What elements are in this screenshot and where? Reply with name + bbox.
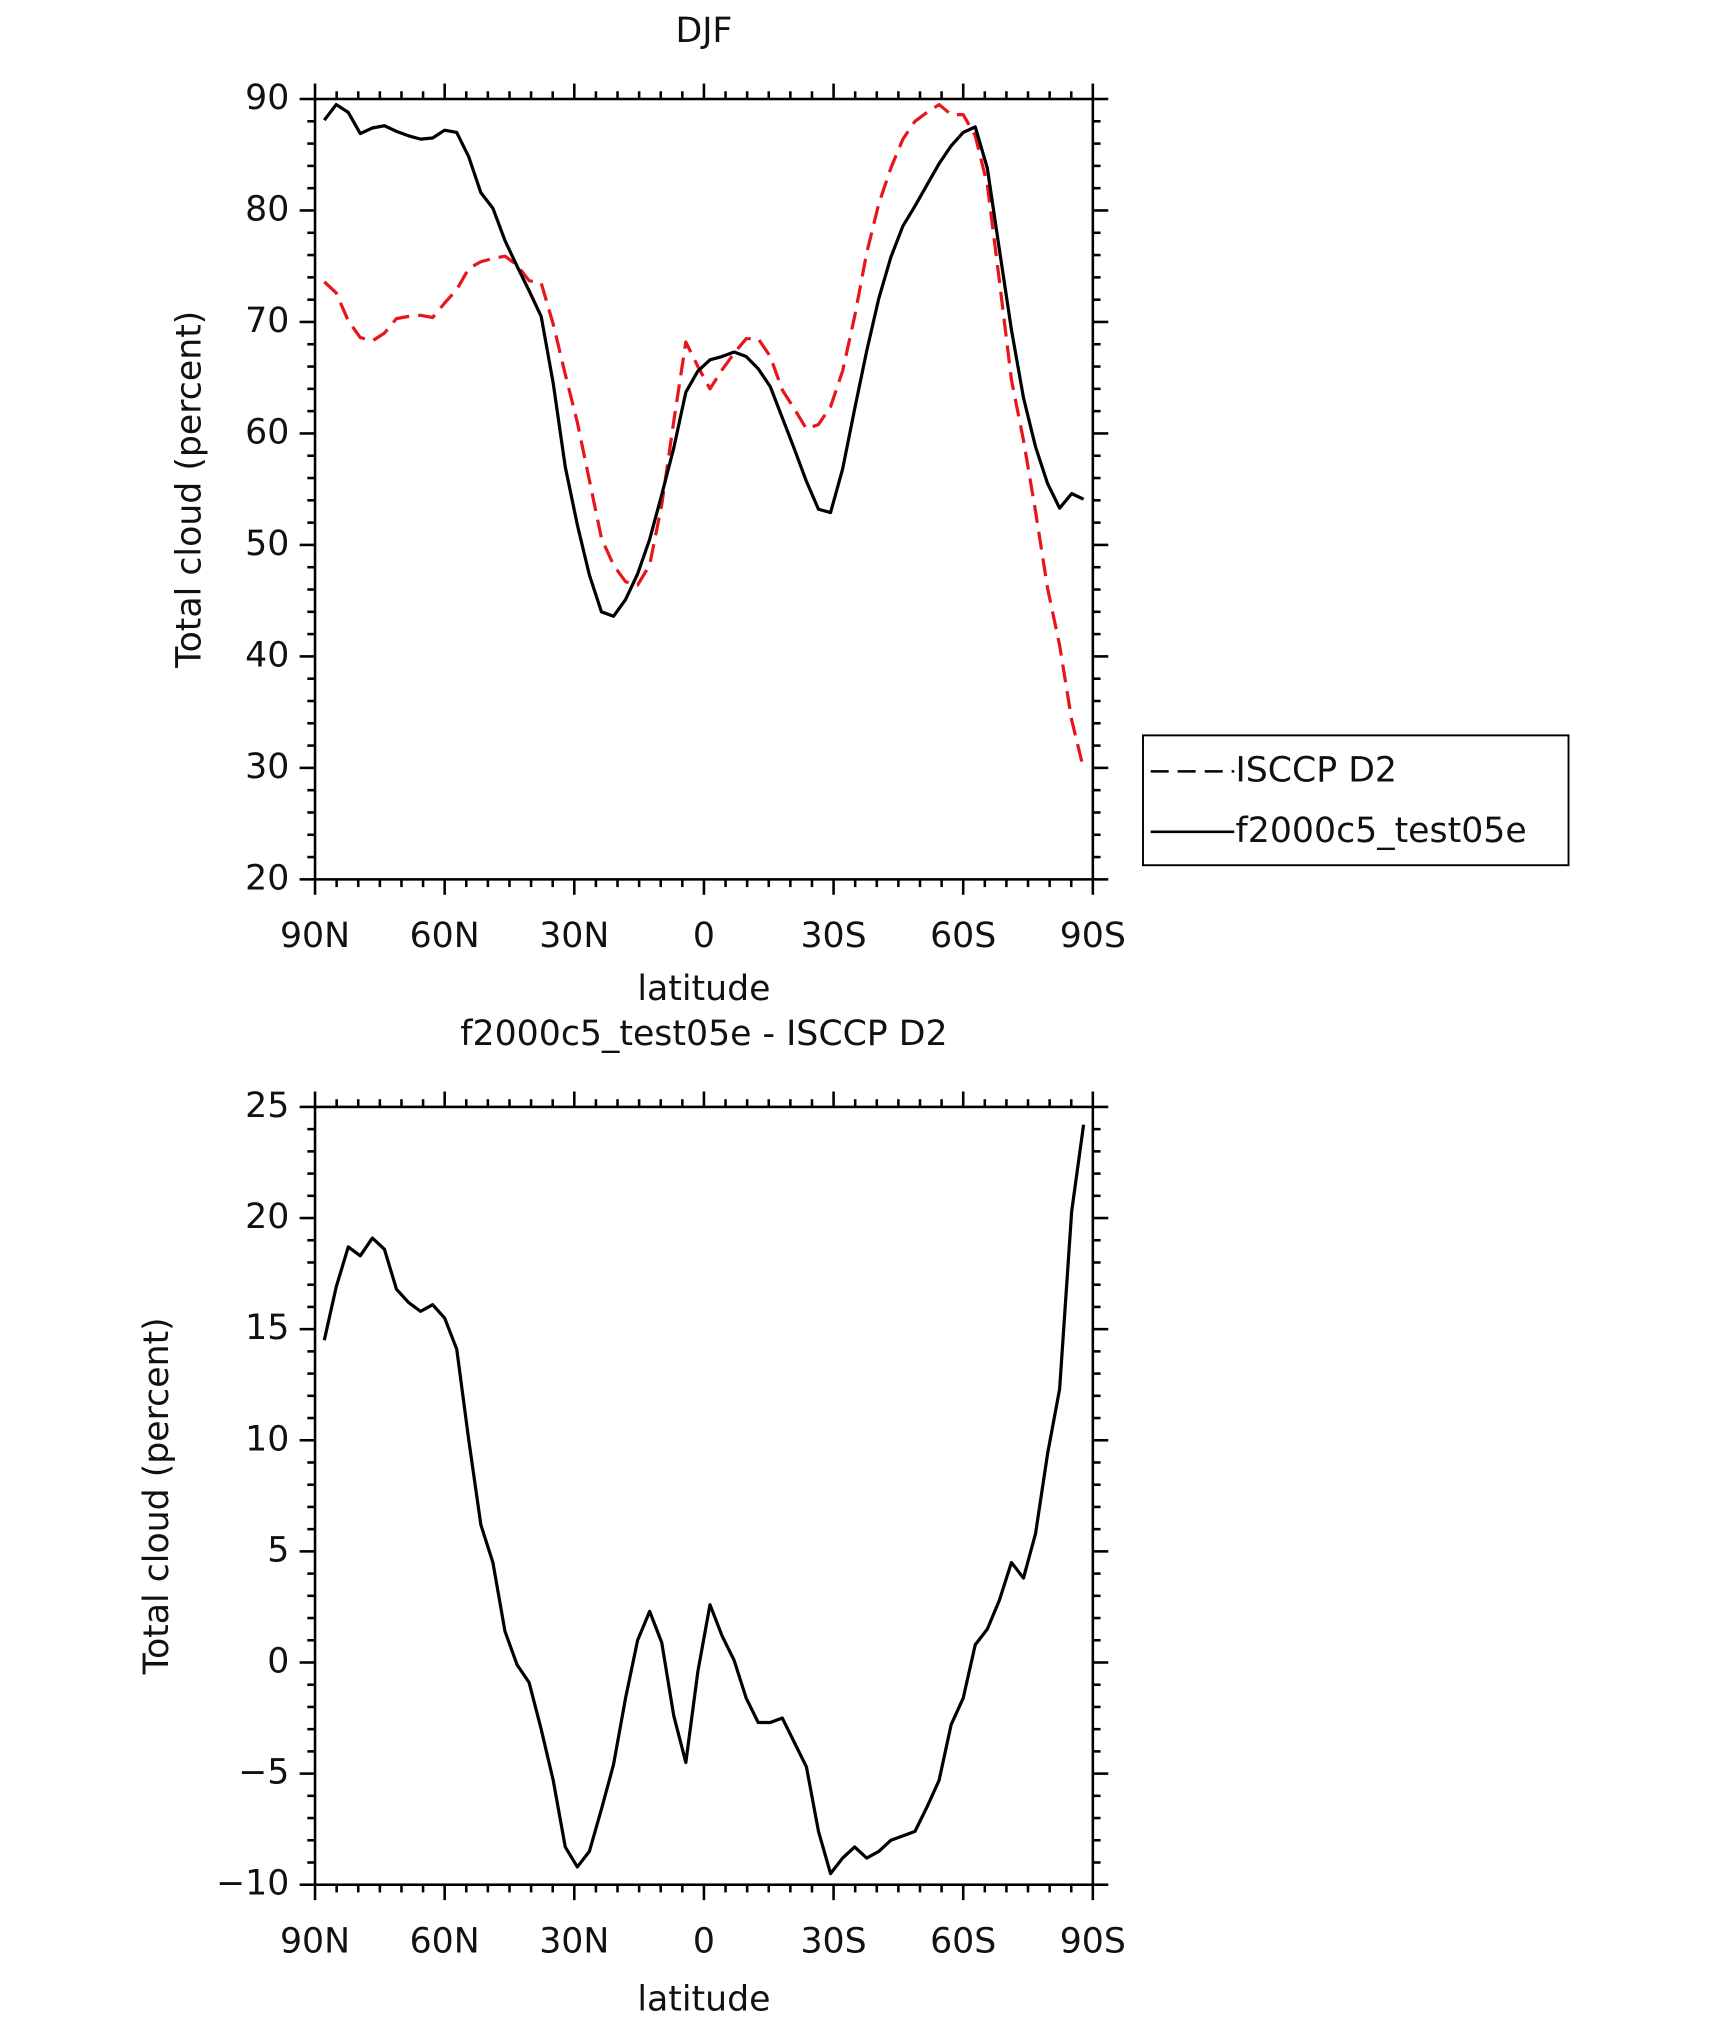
- legend-label: ISCCP D2: [1236, 750, 1398, 790]
- x-tick-label: 60S: [930, 916, 996, 956]
- data-line: [323, 102, 1086, 770]
- y-tick-label: 20: [245, 858, 289, 898]
- x-axis-label: latitude: [637, 1979, 770, 2019]
- y-axis-label: Total cloud (percent): [137, 1317, 177, 1675]
- y-tick-label: 5: [267, 1530, 289, 1570]
- plot-frame: [313, 97, 1095, 881]
- x-tick-label: 30N: [539, 1922, 609, 1962]
- y-axis-label: Total cloud (percent): [169, 311, 209, 669]
- x-tick-label: 90N: [280, 916, 350, 956]
- plot-frame: [313, 1105, 1095, 1887]
- x-tick-label: 30N: [539, 916, 609, 956]
- y-tick-label: 70: [245, 301, 289, 341]
- y-tick-label: 40: [245, 635, 289, 675]
- y-tick-label: 10: [245, 1419, 289, 1459]
- x-tick-label: 30S: [800, 916, 866, 956]
- y-tick-label: 25: [245, 1086, 289, 1126]
- y-tick-label: 30: [245, 747, 289, 787]
- data-line: [322, 1124, 1086, 1876]
- x-tick-label: 30S: [800, 1922, 866, 1962]
- x-tick-label: 60S: [930, 1922, 996, 1962]
- x-tick-label: 90S: [1060, 1922, 1126, 1962]
- y-tick-label: 15: [245, 1308, 289, 1348]
- y-tick-label: 0: [267, 1641, 289, 1681]
- y-tick-label: −10: [216, 1864, 289, 1904]
- data-line: [323, 102, 1085, 618]
- legend-box: [1142, 734, 1570, 867]
- y-tick-label: 80: [245, 189, 289, 229]
- legend-label: f2000c5_test05e: [1236, 811, 1527, 851]
- x-tick-label: 60N: [410, 916, 480, 956]
- y-tick-label: 60: [245, 412, 289, 452]
- x-tick-label: 90S: [1060, 916, 1126, 956]
- y-tick-label: 20: [245, 1197, 289, 1237]
- y-tick-label: 50: [245, 524, 289, 564]
- x-tick-label: 0: [693, 916, 715, 956]
- x-tick-label: 0: [693, 1922, 715, 1962]
- x-tick-label: 90N: [280, 1922, 350, 1962]
- x-axis-label: latitude: [637, 969, 770, 1009]
- y-tick-label: −5: [238, 1753, 289, 1793]
- y-tick-label: 90: [245, 78, 289, 118]
- chart-title: f2000c5_test05e - ISCCP D2: [460, 1014, 947, 1054]
- chart-title: DJF: [675, 11, 732, 51]
- x-tick-label: 60N: [410, 1922, 480, 1962]
